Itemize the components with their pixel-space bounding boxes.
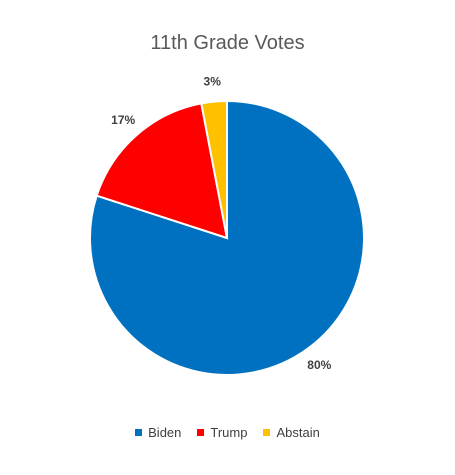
legend-label-trump: Trump	[210, 425, 248, 440]
data-label-trump: 17%	[111, 113, 135, 127]
legend-swatch-abstain	[263, 429, 271, 436]
chart-title: 11th Grade Votes	[150, 32, 305, 54]
pie-slice-abstain	[200, 99, 228, 239]
legend-label-abstain: Abstain	[276, 425, 320, 440]
legend-label-biden: Biden	[148, 425, 182, 440]
legend-item-biden: Biden	[135, 425, 181, 440]
legend: Biden Trump Abstain	[0, 425, 455, 440]
data-label-biden: 80%	[307, 358, 331, 372]
legend-swatch-trump	[197, 429, 205, 436]
data-label-abstain: 3%	[204, 75, 222, 89]
legend-item-trump: Trump	[197, 425, 247, 440]
legend-item-abstain: Abstain	[263, 425, 320, 440]
pie-slice-trump	[95, 102, 229, 240]
legend-swatch-biden	[135, 429, 143, 436]
